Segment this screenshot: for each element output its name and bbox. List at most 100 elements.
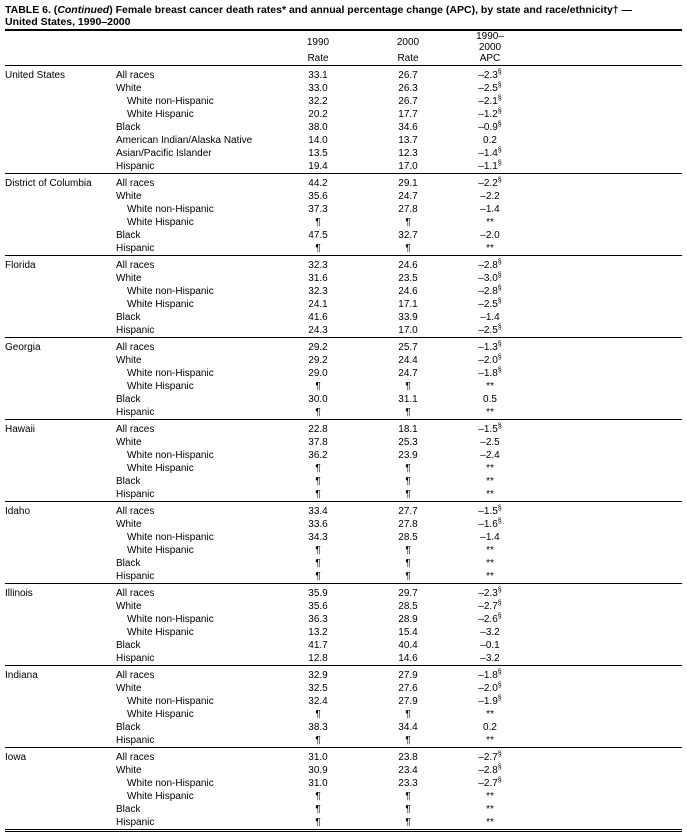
race-label: American Indian/Alaska Native (116, 135, 253, 146)
rate-1990: 29.0 (308, 368, 328, 379)
rate-1990: 30.0 (308, 394, 328, 405)
apc-cell: ** (468, 790, 512, 803)
race-label: Black (116, 722, 141, 733)
data-row: White Hispanic ¶ ¶ ** (5, 544, 682, 557)
empty-cell (5, 190, 116, 203)
race-label: All races (116, 424, 155, 435)
empty-cell (5, 764, 116, 777)
race-label: Black (116, 394, 141, 405)
race-label: All races (116, 588, 155, 599)
rate-2000: 28.5 (398, 601, 418, 612)
race-label: Hispanic (116, 160, 288, 174)
column-header: Rate (288, 53, 348, 66)
rate-2000: ¶ (405, 558, 411, 569)
race-label: White (116, 355, 142, 366)
rate-2000: ¶ (405, 709, 411, 720)
rate-2000: 33.9 (398, 312, 418, 323)
rate-2000: 25.7 (398, 342, 418, 353)
apc-cell: ** (468, 734, 512, 748)
footnote-mark: § (497, 95, 502, 102)
apc-cell: ** (468, 557, 512, 570)
footnote-mark: § (497, 587, 502, 594)
rate-1990: 31.0 (308, 752, 328, 763)
race-label: Hispanic (116, 734, 288, 748)
rate-1990: 29.2 (308, 355, 328, 366)
apc-value: ** (486, 476, 494, 487)
rate-2000: 23.3 (398, 778, 418, 789)
rate-2000: 29.7 (398, 588, 418, 599)
apc-cell: –3.2 (468, 626, 512, 639)
race-label: White Hispanic (127, 463, 194, 474)
data-row: Illinois All races 35.9 29.7 –2.3§ (5, 584, 682, 601)
race-label: White (116, 519, 142, 530)
rate-2000: ¶ (405, 804, 411, 815)
empty-cell (512, 816, 682, 832)
apc-cell: –0.1 (468, 639, 512, 652)
data-row: White 37.8 25.3 –2.5 (5, 436, 682, 449)
apc-value: –2.8 (478, 260, 498, 271)
state-group: Georgia All races 29.2 25.7 –1.3§ White 29.2 24… (5, 338, 682, 420)
race-label: All races (116, 178, 155, 189)
apc-value: ** (486, 709, 494, 720)
empty-cell (512, 764, 682, 777)
empty-cell (512, 790, 682, 803)
header-row: Rate Rate APC (5, 53, 682, 66)
rate-2000: 23.8 (398, 752, 418, 763)
rate-2000: 27.6 (398, 683, 418, 694)
empty-cell (512, 462, 682, 475)
apc-value: –1.2 (478, 109, 498, 120)
rate-1990: 20.2 (308, 109, 328, 120)
data-row: White Hispanic ¶ ¶ ** (5, 708, 682, 721)
race-label: Hispanic (116, 324, 288, 338)
apc-value: ** (486, 804, 494, 815)
data-row: Iowa All races 31.0 23.8 –2.7§ (5, 748, 682, 765)
apc-cell: –2.7§ (468, 777, 512, 790)
data-row: White 31.6 23.5 –3.0§ (5, 272, 682, 285)
race-label: White non-Hispanic (127, 368, 214, 379)
data-row: White non-Hispanic 34.3 28.5 –1.4 (5, 531, 682, 544)
empty-cell (5, 121, 116, 134)
footnote-mark: § (497, 341, 502, 348)
footnote-mark: § (497, 423, 502, 430)
empty-cell (5, 298, 116, 311)
empty-cell (512, 518, 682, 531)
data-row: Black 30.0 31.1 0.5 (5, 393, 682, 406)
apc-cell: –2.6§ (468, 613, 512, 626)
empty-cell (5, 147, 116, 160)
apc-value: –3.2 (480, 627, 500, 638)
race-label: White Hispanic (127, 791, 194, 802)
rate-1990: 24.3 (288, 324, 348, 338)
race-label: All races (116, 670, 155, 681)
data-row: White Hispanic 13.2 15.4 –3.2 (5, 626, 682, 639)
footnote-mark: § (497, 505, 502, 512)
apc-value: ** (486, 217, 494, 228)
rate-1990: 32.3 (308, 260, 328, 271)
empty-cell (5, 272, 116, 285)
apc-cell: ** (468, 544, 512, 557)
rate-2000: 27.8 (398, 204, 418, 215)
data-row: Black 38.0 34.6 –0.9§ (5, 121, 682, 134)
rate-1990: ¶ (315, 804, 321, 815)
apc-value: –2.7 (478, 601, 498, 612)
data-row: White 33.0 26.3 –2.5§ (5, 82, 682, 95)
empty-cell (5, 462, 116, 475)
apc-value: ** (486, 791, 494, 802)
apc-value: –3.0 (478, 273, 498, 284)
data-row: Hispanic 19.4 17.0 –1.1§ (5, 160, 682, 174)
apc-cell: 0.5 (468, 393, 512, 406)
apc-cell: ** (468, 216, 512, 229)
apc-value: –2.5 (478, 325, 498, 336)
rate-2000: 12.3 (398, 148, 418, 159)
empty-cell (5, 108, 116, 121)
empty-cell (512, 652, 682, 666)
data-row: Hispanic ¶ ¶ ** (5, 406, 682, 420)
rate-1990: 13.5 (308, 148, 328, 159)
empty-cell (5, 790, 116, 803)
footnote-mark: § (497, 160, 502, 167)
empty-cell (512, 108, 682, 121)
data-row: Black 41.7 40.4 –0.1 (5, 639, 682, 652)
data-row: Black ¶ ¶ ** (5, 557, 682, 570)
rate-1990: 32.3 (308, 286, 328, 297)
state-group: United States All races 33.1 26.7 –2.3§ White… (5, 66, 682, 174)
data-row: White non-Hispanic 37.3 27.8 –1.4 (5, 203, 682, 216)
